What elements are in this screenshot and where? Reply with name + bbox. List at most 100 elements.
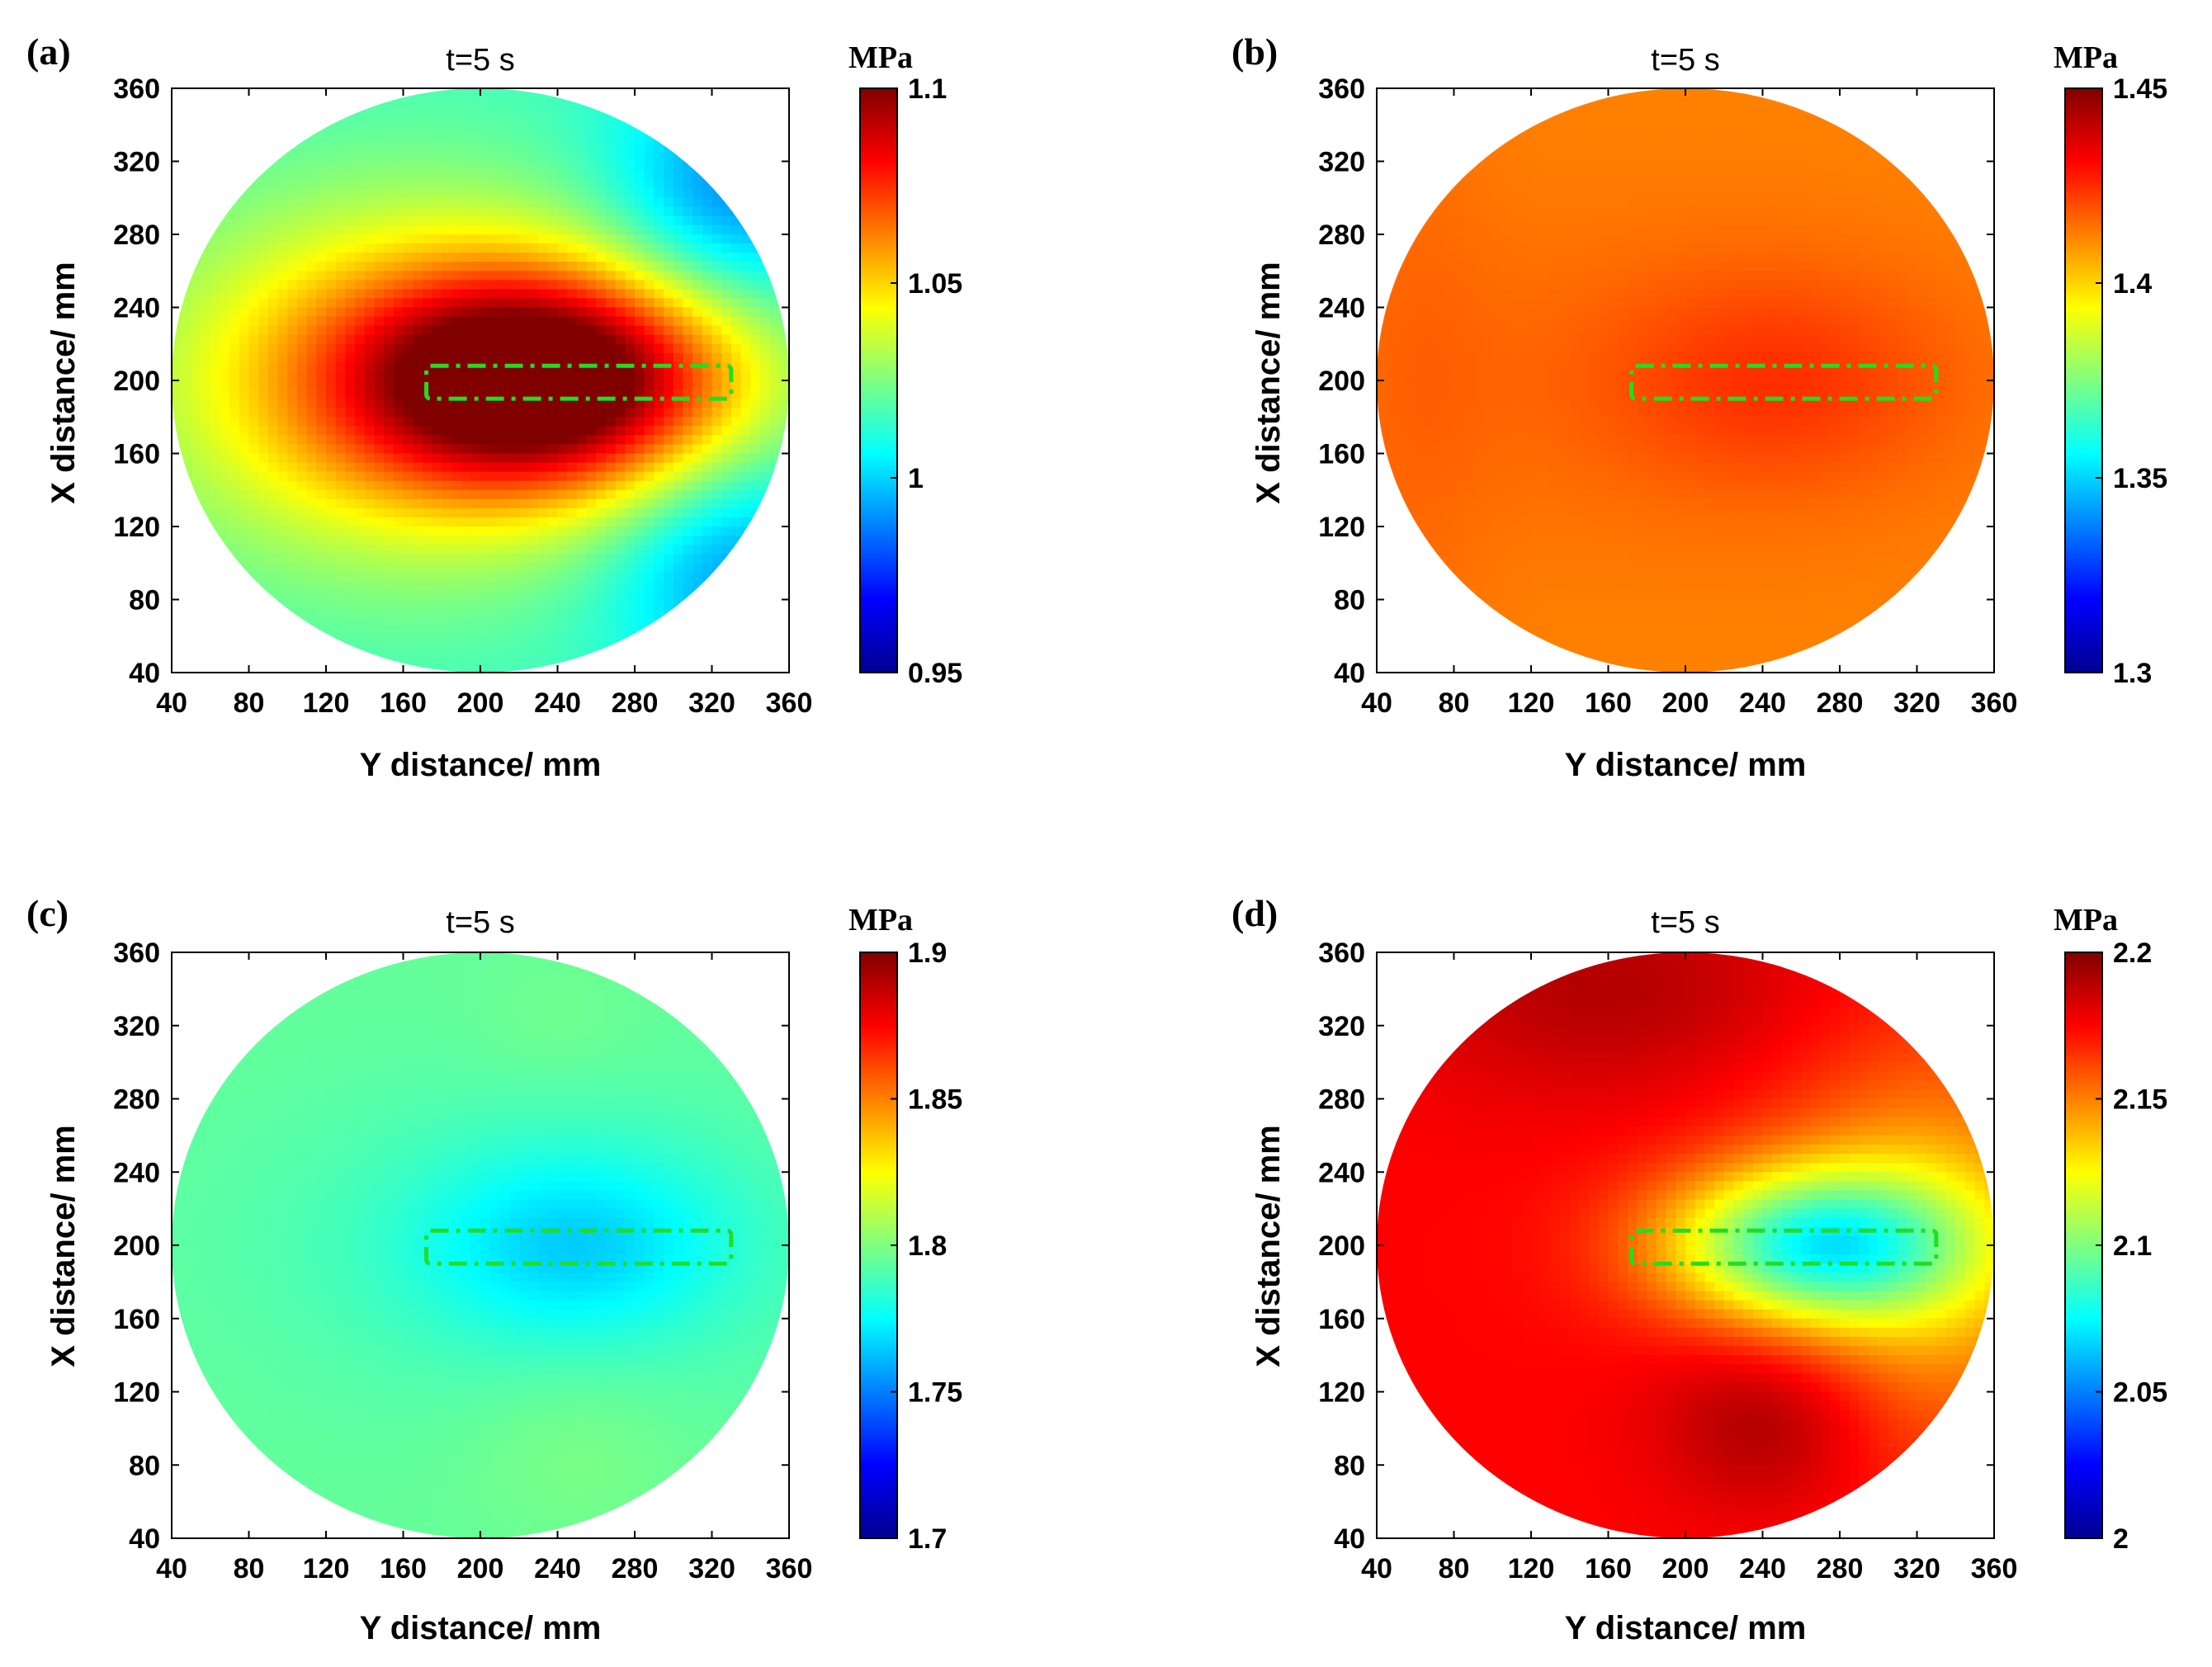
field-cell: [229, 527, 240, 536]
field-cell: [172, 224, 182, 235]
field-cell: [489, 197, 501, 208]
field-cell: [229, 170, 240, 181]
field-cell: [518, 444, 530, 455]
field-cell: [1589, 97, 1600, 107]
field-cell: [442, 417, 452, 427]
field-cell: [470, 426, 481, 437]
field-cell: [635, 179, 645, 190]
field-cell: [1791, 97, 1802, 107]
field-cell: [1386, 143, 1397, 153]
field-cell: [181, 125, 192, 135]
field-cell: [750, 444, 761, 455]
field-cell: [220, 527, 230, 536]
field-cell: [335, 325, 347, 336]
field-cell: [326, 498, 337, 509]
field-cell: [702, 390, 713, 399]
field-cell: [509, 116, 520, 125]
field-cell: [461, 517, 472, 527]
field-cell: [635, 243, 645, 253]
field-cell: [1511, 88, 1523, 98]
field-cell: [702, 517, 713, 527]
field-cell: [654, 97, 664, 107]
field-cell: [499, 498, 510, 509]
field-cell: [1810, 161, 1822, 172]
field-cell: [422, 462, 433, 473]
field-cell: [181, 572, 192, 583]
field-cell: [1752, 197, 1764, 208]
field-cell: [345, 654, 356, 664]
field-cell: [664, 453, 674, 464]
field-cell: [528, 590, 539, 601]
field-cell: [615, 408, 626, 418]
field-cell: [258, 426, 269, 437]
field-cell: [1406, 106, 1416, 116]
field-cell: [1694, 152, 1706, 163]
field-cell: [1926, 116, 1937, 125]
field-cell: [683, 417, 693, 427]
field-cell: [509, 527, 520, 536]
field-cell: [489, 645, 501, 655]
field-cell: [740, 617, 751, 628]
field-cell: [567, 399, 578, 408]
field-cell: [239, 325, 250, 336]
field-cell: [615, 143, 626, 153]
field-cell: [451, 626, 462, 637]
field-cell: [1444, 88, 1455, 98]
field-cell: [432, 143, 442, 153]
field-cell: [181, 462, 192, 473]
field-cell: [422, 334, 433, 345]
field-cell: [692, 408, 703, 418]
field-cell: [1752, 143, 1764, 153]
field-cell: [1830, 179, 1841, 190]
field-cell: [683, 408, 693, 418]
field-cell: [1772, 143, 1783, 153]
field-cell: [403, 307, 414, 318]
field-cell: [528, 271, 539, 281]
field-cell: [345, 408, 356, 418]
field-cell: [635, 224, 645, 235]
field-cell: [509, 572, 520, 583]
field-cell: [683, 489, 693, 500]
field-cell: [547, 444, 559, 455]
field-cell: [345, 289, 356, 300]
field-cell: [201, 161, 211, 172]
field-cell: [172, 599, 182, 610]
field-cell: [220, 435, 230, 446]
field-cell: [547, 554, 559, 564]
field-cell: [750, 554, 761, 564]
field-cell: [644, 289, 655, 300]
field-cell: [1406, 125, 1416, 135]
field-cell: [1637, 116, 1647, 125]
field-cell: [702, 280, 713, 290]
field-cell: [644, 635, 655, 646]
field-cell: [316, 426, 327, 437]
field-cell: [702, 581, 713, 592]
field-cell: [1550, 106, 1561, 116]
field-cell: [1550, 161, 1561, 172]
field-cell: [654, 88, 664, 98]
field-cell: [461, 116, 472, 125]
field-cell: [605, 125, 617, 135]
field-cell: [1781, 97, 1793, 107]
x-tick-label: 160: [380, 687, 427, 719]
field-cell: [1772, 97, 1783, 107]
field-cell: [1733, 188, 1744, 199]
field-cell: [509, 554, 520, 564]
field-cell: [1540, 161, 1552, 172]
field-cell: [1444, 143, 1455, 153]
field-cell: [711, 334, 722, 345]
field-cell: [172, 179, 182, 190]
field-cell: [605, 106, 617, 116]
field-cell: [229, 435, 240, 446]
field-cell: [239, 408, 250, 418]
field-cell: [258, 626, 269, 637]
field-cell: [355, 462, 366, 473]
field-cell: [654, 554, 664, 564]
field-cell: [201, 453, 211, 464]
field-cell: [172, 572, 182, 583]
field-cell: [1974, 125, 1986, 135]
field-cell: [432, 654, 442, 664]
field-cell: [683, 390, 693, 399]
field-cell: [769, 325, 781, 336]
field-cell: [702, 608, 713, 619]
